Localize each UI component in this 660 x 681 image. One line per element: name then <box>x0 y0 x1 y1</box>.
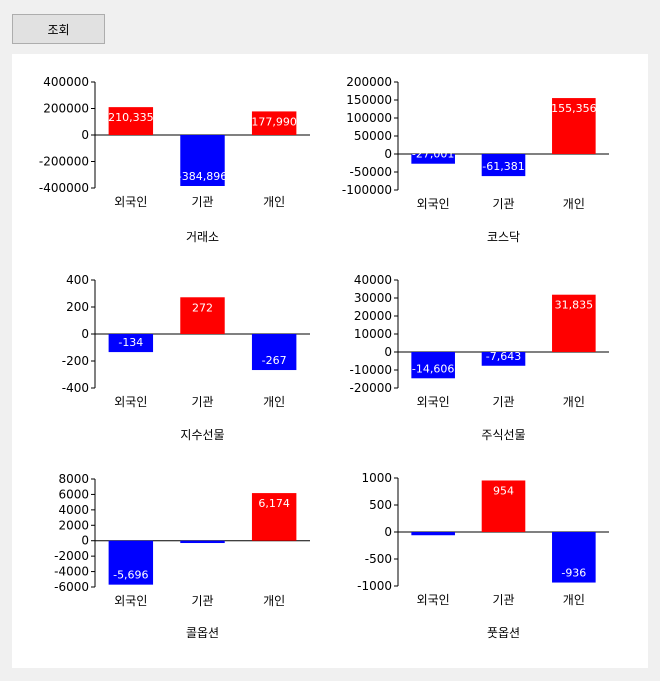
chart-panel: 400000 200000 0 -200000 -400000 210,335 외국인 -38… <box>12 54 648 668</box>
bar <box>411 352 455 379</box>
x-tick-label: 개인 <box>563 197 585 211</box>
data-label: -14,606 <box>412 362 454 375</box>
data-label: -936 <box>561 567 586 580</box>
x-tick-label: 기관 <box>492 395 514 409</box>
data-label: -27,001 <box>412 148 454 161</box>
x-tick-label: 기관 <box>492 197 514 211</box>
query-button[interactable]: 조회 <box>12 14 105 44</box>
x-tick-label: 개인 <box>263 594 285 608</box>
y-tick-label: 200 <box>66 300 89 314</box>
data-label: -7,643 <box>486 350 521 363</box>
chart-title: 주식선물 <box>481 428 525 442</box>
y-tick-label: 2000 <box>58 518 89 532</box>
data-label: 954 <box>493 484 514 497</box>
bar <box>251 334 297 371</box>
y-tick-label: -1000 <box>357 579 392 593</box>
x-tick-label: 개인 <box>263 395 285 409</box>
data-label: -267 <box>262 354 287 367</box>
y-tick-label: 400 <box>66 273 89 287</box>
x-tick-label: 외국인 <box>114 594 147 608</box>
bar <box>552 294 596 352</box>
x-tick-label: 기관 <box>191 195 213 209</box>
data-label: -134 <box>118 336 143 349</box>
y-tick-label: 4000 <box>58 503 89 517</box>
y-tick-label: 8000 <box>58 472 89 486</box>
chart-title: 지수선물 <box>180 428 224 442</box>
data-label: 272 <box>192 301 213 314</box>
bar <box>251 493 297 541</box>
y-tick-label: -100000 <box>342 183 392 197</box>
y-tick-label: 400000 <box>43 75 89 89</box>
data-label: -5,696 <box>113 569 148 582</box>
x-tick-label: 외국인 <box>114 395 147 409</box>
bar <box>481 480 526 532</box>
y-tick-label: 500 <box>369 498 392 512</box>
y-tick-label: 150000 <box>346 93 392 107</box>
y-tick-label: -4000 <box>54 565 89 579</box>
y-tick-label: 1000 <box>361 471 392 485</box>
y-tick-label: 0 <box>384 147 392 161</box>
bar <box>481 154 526 177</box>
y-tick-label: -50000 <box>349 165 392 179</box>
x-tick-label: 외국인 <box>114 195 147 209</box>
bar <box>411 154 455 164</box>
chart-title: 코스닥 <box>487 230 520 244</box>
bar <box>411 532 455 536</box>
charts-canvas: 4000002000000-200000-400000210,335외국인-38… <box>39 75 609 640</box>
y-tick-label: 40000 <box>354 273 392 287</box>
y-tick-label: 20000 <box>354 309 392 323</box>
x-tick-label: 외국인 <box>417 197 450 211</box>
y-tick-label: 0 <box>81 128 89 142</box>
y-tick-label: -200 <box>62 354 89 368</box>
bar <box>180 540 225 544</box>
y-tick-label: -20000 <box>349 381 392 395</box>
y-tick-label: 0 <box>384 525 392 539</box>
data-label: -384,896 <box>178 170 227 183</box>
bar <box>108 540 154 585</box>
chart-title: 거래소 <box>186 230 219 244</box>
bar <box>552 98 596 154</box>
bar <box>108 107 154 135</box>
x-tick-label: 기관 <box>492 593 514 607</box>
x-tick-label: 외국인 <box>417 395 450 409</box>
bar <box>180 297 225 334</box>
x-tick-label: 기관 <box>191 395 213 409</box>
y-tick-label: -6000 <box>54 580 89 594</box>
data-label: -61,381 <box>482 160 524 173</box>
data-label: 6,174 <box>258 497 290 510</box>
bar <box>481 352 526 366</box>
bar <box>108 334 154 353</box>
y-tick-label: -2000 <box>54 549 89 563</box>
y-tick-label: -10000 <box>349 363 392 377</box>
x-tick-label: 개인 <box>563 395 585 409</box>
y-tick-label: 10000 <box>354 327 392 341</box>
chart-title: 풋옵션 <box>487 626 520 640</box>
bar <box>180 135 225 186</box>
bar <box>251 111 297 135</box>
data-label: 177,990 <box>251 115 297 128</box>
y-tick-label: -400000 <box>39 181 89 195</box>
data-label: 155,356 <box>551 102 597 115</box>
y-tick-label: 6000 <box>58 487 89 501</box>
y-tick-label: 50000 <box>354 129 392 143</box>
y-tick-label: -400 <box>62 381 89 395</box>
y-tick-label: -200000 <box>39 155 89 169</box>
bar <box>552 532 596 583</box>
data-label: 31,835 <box>555 299 594 312</box>
chart-title: 콜옵션 <box>186 626 219 640</box>
y-tick-label: 200000 <box>346 75 392 89</box>
data-label: 210,335 <box>108 111 154 124</box>
y-tick-label: 100000 <box>346 111 392 125</box>
y-tick-label: 0 <box>81 534 89 548</box>
y-tick-label: 0 <box>81 327 89 341</box>
x-tick-label: 기관 <box>191 594 213 608</box>
x-tick-label: 개인 <box>263 195 285 209</box>
y-tick-label: 30000 <box>354 291 392 305</box>
y-tick-label: 200000 <box>43 102 89 116</box>
x-tick-label: 개인 <box>563 593 585 607</box>
y-tick-label: 0 <box>384 345 392 359</box>
x-tick-label: 외국인 <box>417 593 450 607</box>
y-tick-label: -500 <box>365 552 392 566</box>
